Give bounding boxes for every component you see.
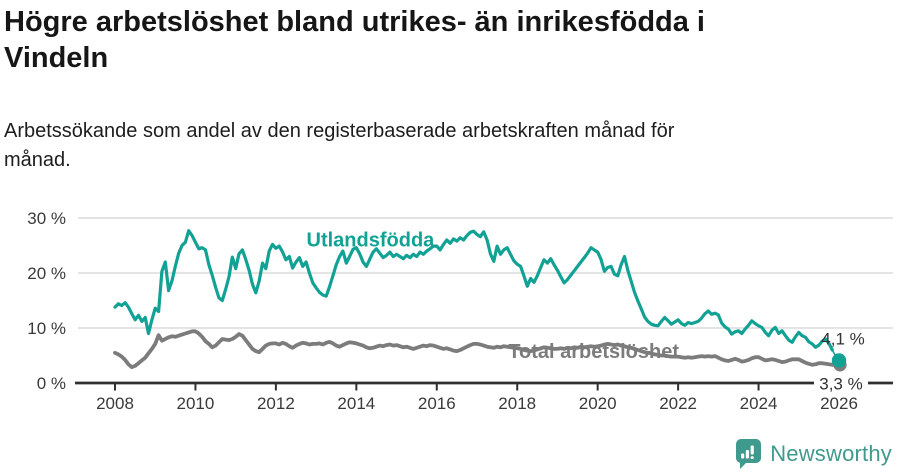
end-dot bbox=[831, 353, 847, 368]
chart-subtitle: Arbetssökande som andel av den registerb… bbox=[4, 117, 844, 175]
subtitle-line-2: månad. bbox=[4, 149, 71, 171]
x-tick-label: 2022 bbox=[659, 394, 697, 413]
x-tick-label: 2014 bbox=[337, 394, 375, 413]
x-tick-label: 2012 bbox=[257, 394, 295, 413]
series-label: Total arbetslöshet bbox=[508, 341, 679, 363]
brand-footer[interactable]: Newsworthy bbox=[735, 438, 892, 469]
label-backdrop bbox=[814, 373, 869, 394]
x-tick-label: 2018 bbox=[498, 394, 536, 413]
subtitle-line-1: Arbetssökande som andel av den registerb… bbox=[4, 120, 675, 142]
series-line-1 bbox=[113, 329, 841, 370]
unemployment-line-chart: 2008 2010 2012 2014 2016 2018 2020 2022 2024 2026… bbox=[27, 209, 893, 413]
newsworthy-logo-icon bbox=[736, 439, 762, 469]
y-tick-label: 20 % bbox=[27, 264, 66, 283]
x-tick-label: 2008 bbox=[96, 394, 134, 413]
title-line-2: Vindeln bbox=[4, 42, 109, 74]
y-tick-label: 0 % bbox=[37, 374, 66, 393]
y-tick-label: 30 % bbox=[27, 209, 66, 228]
page-title: Högre arbetslöshet bland utrikes- än inr… bbox=[4, 4, 874, 76]
x-tick-label: 2024 bbox=[740, 394, 778, 413]
x-tick-label: 2010 bbox=[177, 394, 215, 413]
end-value-label: 3,3 % bbox=[819, 375, 862, 394]
x-tick-label: 2016 bbox=[418, 394, 456, 413]
y-tick-label: 10 % bbox=[27, 319, 66, 338]
end-value-label: 4,1 % bbox=[821, 329, 864, 348]
series-label: Utlandsfödda bbox=[307, 229, 436, 251]
title-line-1: Högre arbetslöshet bland utrikes- än inr… bbox=[4, 6, 705, 38]
x-tick-label: 2026 bbox=[820, 394, 858, 413]
brand-wordmark: Newsworthy bbox=[770, 441, 892, 466]
series-line-0 bbox=[113, 229, 834, 352]
x-tick-label: 2020 bbox=[579, 394, 617, 413]
